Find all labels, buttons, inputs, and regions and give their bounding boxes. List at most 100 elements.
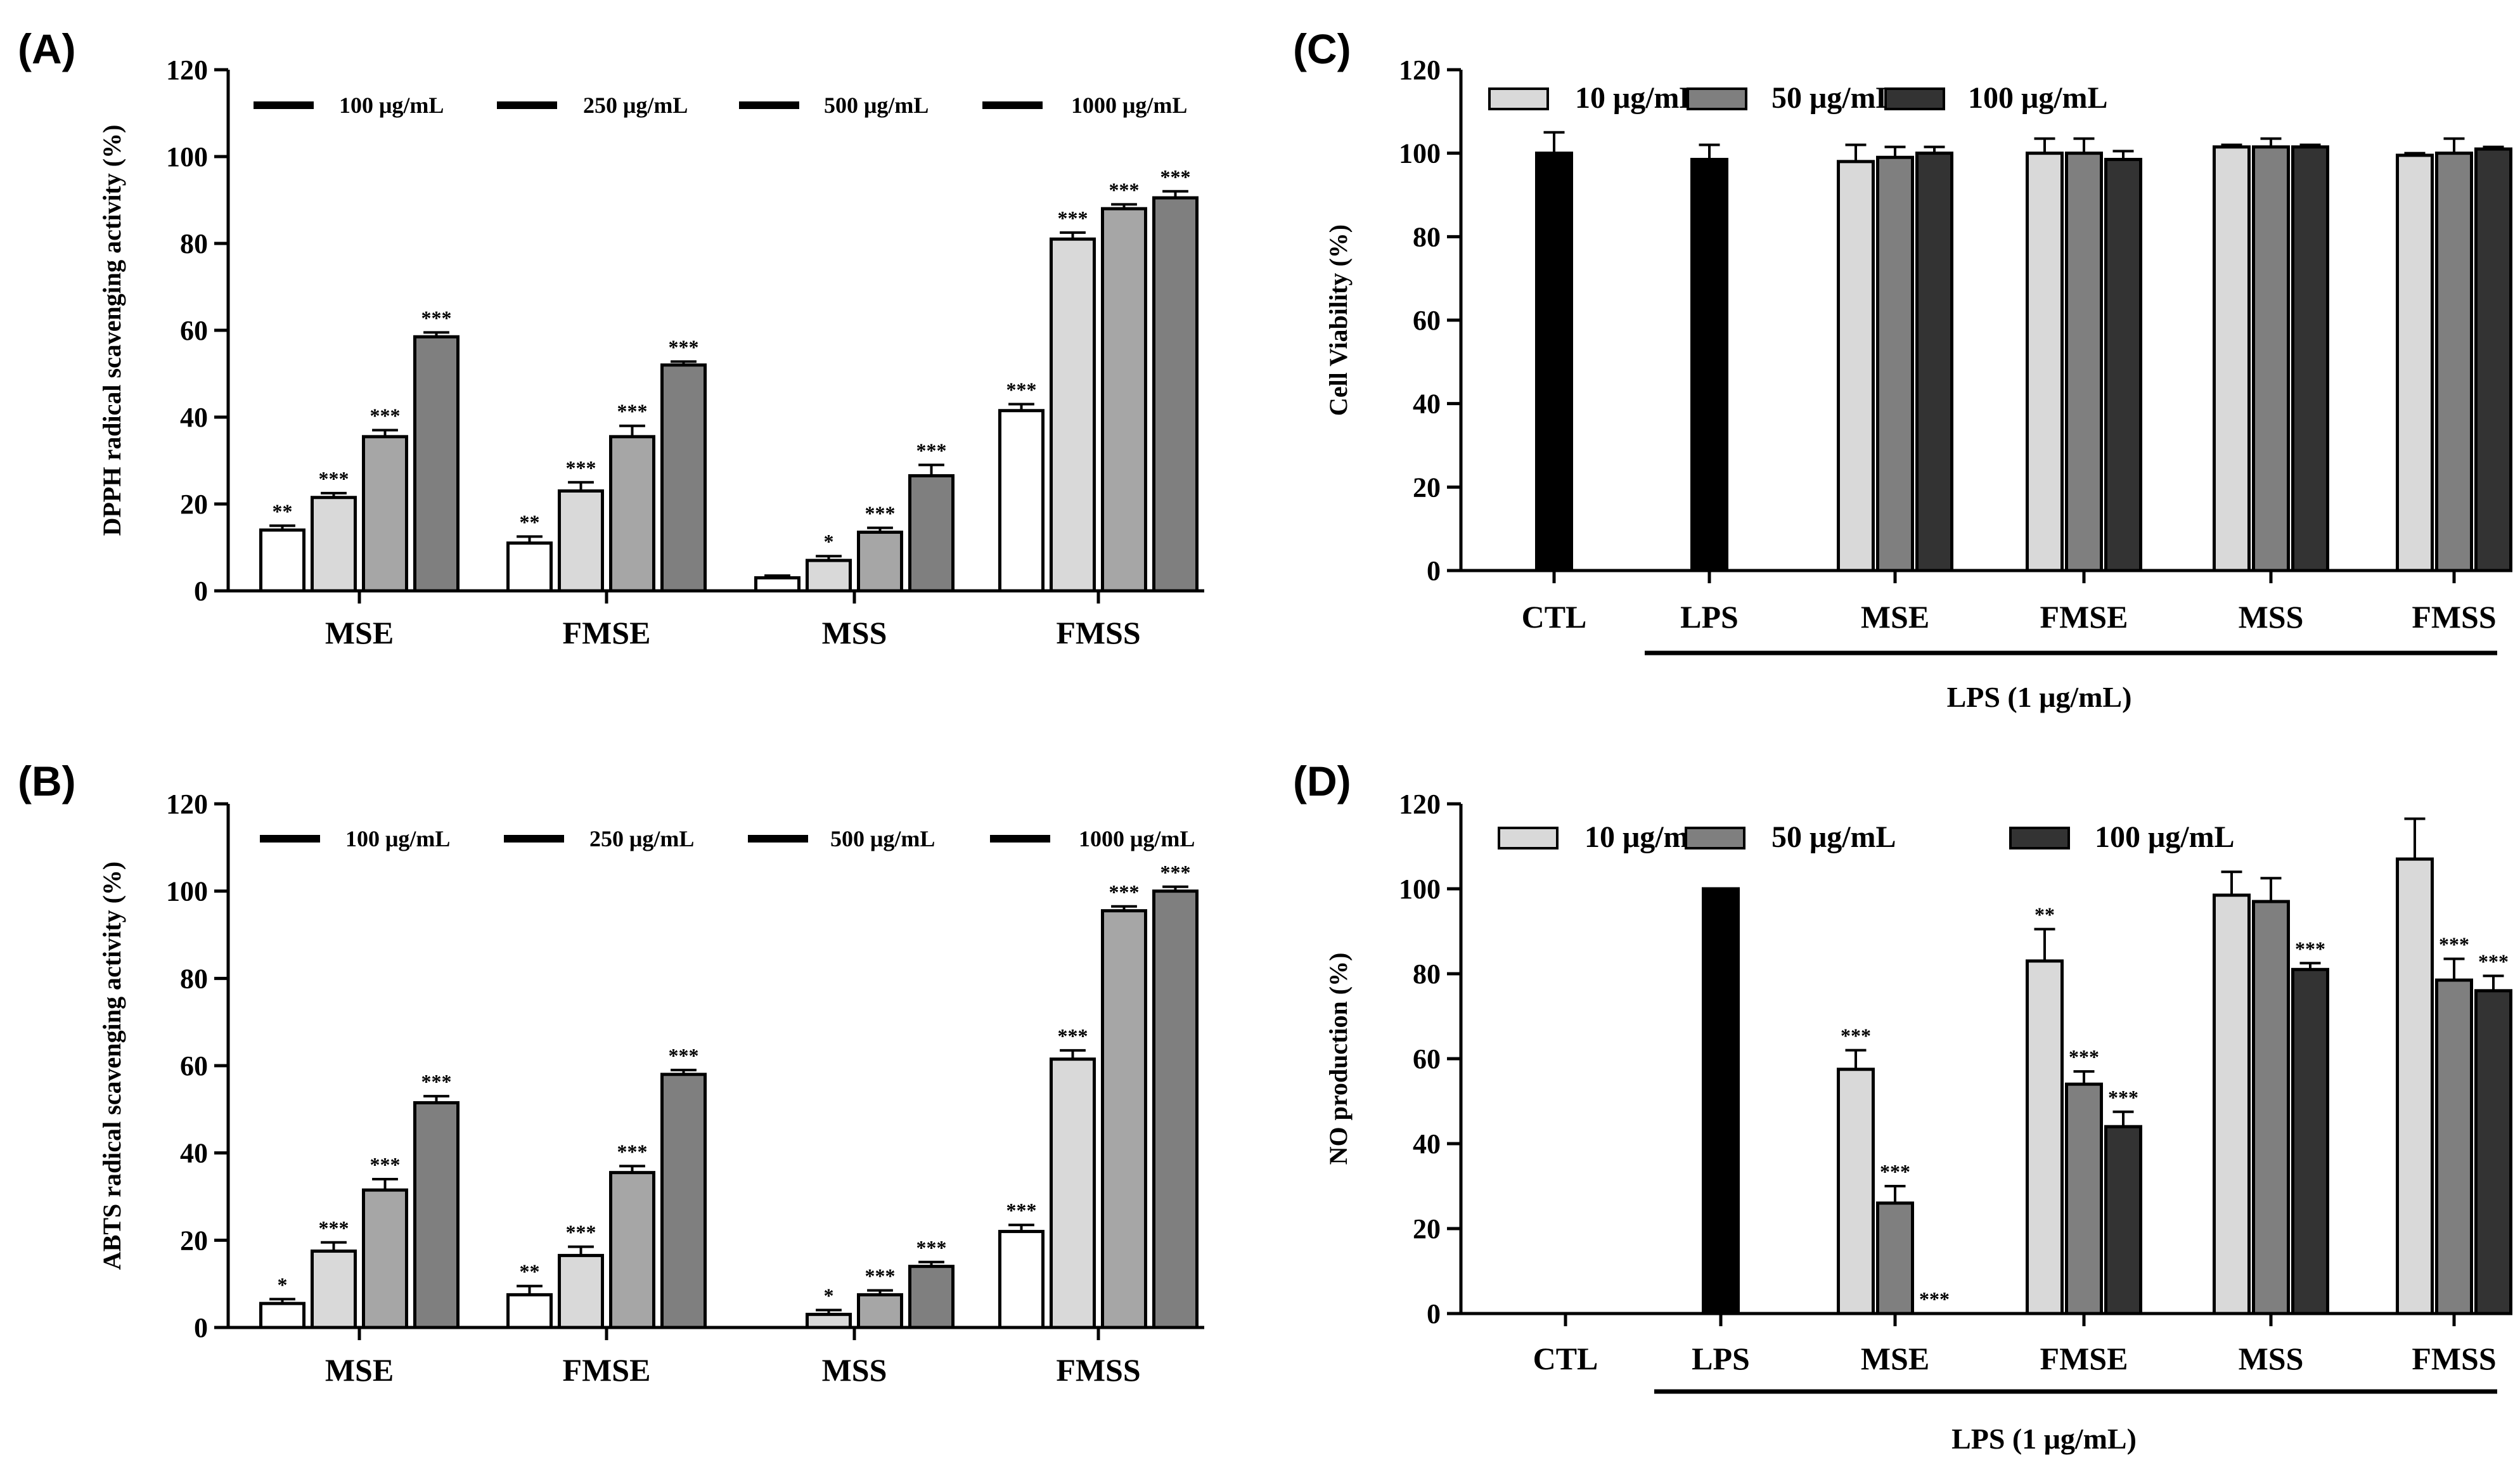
bar-A-MSE-s4: [413, 335, 460, 593]
bar-A-FMSE-s2: [558, 489, 604, 593]
bar-C-FMSE-s3: [2104, 158, 2142, 572]
significance-label: *: [824, 530, 834, 553]
bar-C-MSE-s1: [1837, 160, 1875, 572]
x-category-label: LPS: [1680, 599, 1739, 635]
significance-label: ***: [319, 1217, 349, 1239]
significance-label: *: [278, 1273, 288, 1296]
bar-C-FMSE-s2: [2065, 152, 2103, 572]
significance-label: ***: [421, 306, 452, 329]
significance-label: ***: [2069, 1045, 2099, 1068]
bar-A-FMSS-s2: [1050, 237, 1096, 593]
y-tick-label: 120: [166, 789, 208, 820]
y-tick-label: 0: [1427, 1298, 1441, 1329]
bar-A-FMSE-s3: [609, 435, 655, 593]
significance-label: ***: [2478, 950, 2509, 972]
bar-A-MSS-s4: [908, 474, 955, 593]
significance-label: ***: [617, 400, 648, 423]
legend-label: 100 μg/mL: [345, 826, 450, 851]
significance-label: ***: [1058, 207, 1088, 229]
legend-label: 10 μg/mL: [1575, 81, 1700, 115]
x-category-label: FMSE: [2040, 1341, 2128, 1376]
bar-C-MSS-s1: [2213, 145, 2251, 572]
x-category-label: MSS: [2239, 599, 2304, 635]
y-tick-label: 80: [180, 228, 208, 259]
significance-label: ***: [617, 1140, 648, 1163]
significance-label: ***: [916, 1236, 947, 1259]
bar-D-MSE-s1: [1837, 1068, 1875, 1315]
bar-B-FMSS-s1: [998, 1230, 1045, 1329]
bar-A-MSE-s1: [259, 528, 305, 593]
bar-A-MSS-s2: [806, 559, 852, 593]
bar-A-MSS-s3: [857, 531, 903, 593]
legend-label: 500 μg/mL: [830, 826, 935, 851]
x-category-label: MSS: [822, 615, 887, 650]
x-category-label: CTL: [1533, 1341, 1598, 1376]
bar-B-MSE-s1: [259, 1301, 305, 1329]
significance-label: ***: [1006, 378, 1037, 401]
bar-A-MSS-s1: [754, 576, 800, 593]
bar-B-FMSS-s4: [1152, 889, 1199, 1329]
x-category-label: MSS: [2239, 1341, 2304, 1376]
y-tick-label: 60: [1413, 305, 1441, 336]
significance-label: ***: [566, 1221, 596, 1244]
group-label: LPS (1 μg/mL): [1947, 681, 2132, 713]
y-tick-label: 60: [1413, 1043, 1441, 1075]
significance-label: ***: [2439, 933, 2469, 956]
bar-D-FMSS-s3: [2474, 989, 2512, 1315]
panel-C: (C) 0 20 40 60 80 100 120 Cell Viability (%) CTL L…: [1293, 25, 2512, 713]
bar-B-FMSE-s1: [506, 1293, 553, 1329]
significance-label: ***: [669, 335, 699, 358]
legend-swatch: [1884, 87, 1945, 110]
significance-label: ***: [1841, 1024, 1871, 1047]
y-tick-label: 120: [1399, 55, 1441, 86]
significance-label: ***: [1109, 178, 1140, 201]
significance-label: ***: [1160, 165, 1191, 188]
bar-B-FMSE-s2: [558, 1253, 604, 1329]
bar-B-FMSE-s3: [609, 1171, 655, 1329]
x-category-label: FMSS: [2412, 1341, 2496, 1376]
y-tick-label: 20: [180, 1225, 208, 1256]
bar-C-CTL: [1535, 152, 1573, 572]
significance-label: **: [520, 510, 540, 533]
significance-label: ***: [1880, 1160, 1910, 1183]
bar-C-FMSS-s2: [2435, 152, 2473, 572]
significance-label: ***: [2108, 1086, 2138, 1109]
bar-D-MSE-s2: [1876, 1201, 1914, 1315]
bar-D-FMSE-s3: [2104, 1125, 2142, 1315]
bar-C-LPS: [1690, 158, 1728, 572]
y-tick-label: 120: [166, 55, 208, 86]
bar-A-FMSE-s4: [660, 363, 707, 593]
legend-label: 50 μg/mL: [1771, 81, 1896, 115]
bar-C-MSS-s2: [2252, 145, 2290, 572]
y-tick-label: 40: [1413, 389, 1441, 420]
significance-label: ***: [566, 456, 596, 479]
panel-D: (D) 0 20 40 60 80 100 120 NO production (%) CTL LP…: [1293, 758, 2512, 1455]
legend-label: 1000 μg/mL: [1071, 93, 1187, 118]
x-category-label: MSE: [325, 615, 394, 650]
legend-label: 50 μg/mL: [1771, 820, 1896, 854]
y-tick-label: 20: [1413, 472, 1441, 503]
bar-B-FMSE-s4: [660, 1073, 707, 1329]
x-category-label: MSS: [822, 1352, 887, 1388]
y-axis-title: NO production (%): [1324, 953, 1353, 1165]
bar-C-FMSS-s3: [2474, 147, 2512, 572]
significance-label: ***: [865, 1264, 896, 1287]
bar-A-MSE-s2: [311, 496, 357, 593]
legend-label: 100 μg/mL: [2095, 820, 2235, 854]
significance-label: ***: [370, 1153, 401, 1176]
bar-D-MSS-s2: [2252, 900, 2290, 1315]
bar-D-FMSS-s1: [2396, 857, 2434, 1315]
legend-label: 250 μg/mL: [589, 826, 694, 851]
bar-B-MSS-s3: [857, 1293, 903, 1329]
legend-label: 500 μg/mL: [824, 93, 929, 118]
panel-A: (A) 0 20 40 60 80 100 120 DPPH radical scavengin…: [18, 25, 1204, 650]
bar-B-FMSS-s2: [1050, 1057, 1096, 1329]
bar-C-FMSS-s1: [2396, 153, 2434, 572]
x-category-label: MSE: [1861, 1341, 1929, 1376]
bar-C-FMSE-s1: [2026, 152, 2064, 572]
group-label: LPS (1 μg/mL): [1951, 1423, 2137, 1455]
significance-label: ***: [1109, 881, 1140, 903]
significance-label: ***: [2295, 937, 2325, 960]
